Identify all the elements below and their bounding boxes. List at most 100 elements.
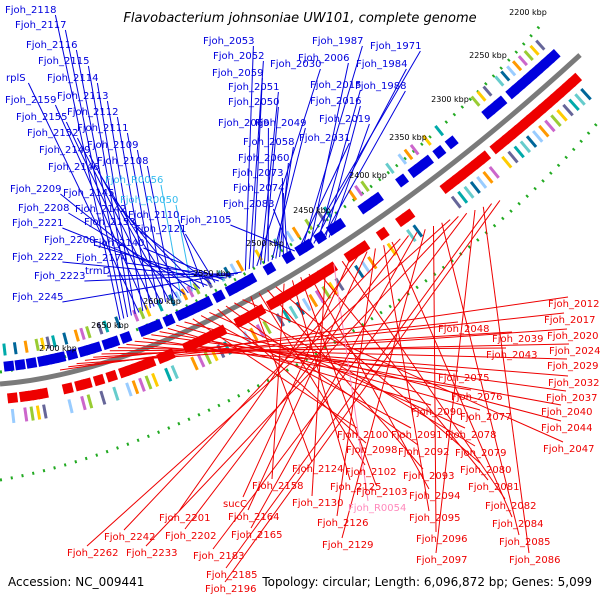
forward-annotation-block	[285, 230, 295, 243]
reverse-gene-label: Fjoh_2183	[193, 551, 244, 562]
forward-annotation-block	[96, 322, 104, 335]
forward-gene-label: Fjoh_2209	[10, 184, 61, 195]
forward-gene-label: Fjoh_2053	[203, 36, 254, 47]
forward-annotation-block	[506, 65, 517, 77]
reverse-leader-line	[482, 206, 530, 554]
reverse-gene-label: Fjoh_2097	[416, 555, 467, 566]
reverse-annotation-block	[35, 405, 42, 420]
forward-gene-label: trmD	[85, 266, 111, 277]
forward-leader-line	[282, 192, 288, 255]
reverse-gene-label: Fjoh_2129	[322, 540, 373, 551]
forward-feature-block	[25, 357, 38, 369]
reverse-gene-label: Fjoh_2103	[356, 487, 407, 498]
forward-feature-block	[493, 95, 508, 110]
reverse-annotation-block	[406, 229, 417, 243]
forward-feature-block	[54, 351, 67, 364]
reverse-feature-block	[7, 392, 19, 404]
forward-annotation-block	[523, 49, 534, 61]
reverse-gene-label: Fjoh_2196	[205, 584, 256, 595]
reverse-annotation-block	[334, 277, 345, 291]
reverse-gene-label: Fjoh_2092	[398, 447, 449, 458]
forward-gene-label: Fjoh_2113	[57, 91, 108, 102]
forward-gene-label: Fjoh_2142	[75, 204, 126, 215]
genome-backbone	[0, 53, 582, 387]
reverse-annotation-block	[386, 242, 398, 256]
forward-gene-label: Fjoh_2155	[16, 112, 67, 123]
forward-annotation-block	[347, 189, 358, 201]
forward-feature-block	[395, 173, 410, 188]
reverse-gene-label: Fjoh_2202	[165, 531, 216, 542]
forward-annotation-block	[304, 218, 314, 231]
forward-annotation-block	[494, 75, 505, 87]
reverse-annotation-block	[86, 394, 94, 409]
reverse-annotation-block	[482, 170, 494, 184]
forward-feature-block	[444, 135, 459, 150]
reverse-gene-label: Fjoh_2076	[451, 392, 502, 403]
reverse-leader-line	[184, 321, 562, 422]
forward-leader-line	[230, 224, 295, 252]
forward-annotation-block	[511, 60, 523, 72]
forward-gene-label: Fjoh_R0056	[105, 175, 163, 186]
forward-annotation-block	[186, 285, 195, 298]
reverse-gene-label: Fjoh_2086	[509, 555, 560, 566]
reverse-gene-label: Fjoh_2100	[337, 430, 388, 441]
reverse-leader-line	[250, 232, 418, 529]
forward-annotation-block	[34, 338, 40, 351]
reverse-gene-label: Fjoh_2043	[486, 350, 537, 361]
forward-feature-block	[313, 230, 328, 245]
forward-gene-label: Fjoh_2121	[135, 224, 186, 235]
forward-annotation-block	[23, 340, 29, 353]
reverse-leader-line	[341, 260, 506, 500]
forward-gene-labels: Fjoh_2118 Fjoh_2117 Fjoh_2116 Fjoh_2115 Fjoh…	[5, 5, 421, 303]
forward-annotation-block	[409, 144, 420, 156]
reverse-leader-line	[271, 283, 285, 480]
reverse-leader-line	[433, 225, 437, 533]
forward-annotation-block	[102, 320, 110, 333]
reverse-annotation-block	[321, 285, 332, 300]
kbp-scale: 2200 kbp 2250 kbp 2300 kbp 2350 kbp 2400 kbp…	[39, 8, 547, 353]
reverse-annotation-block	[544, 119, 556, 133]
forward-feature-block	[14, 359, 26, 371]
forward-leader-line	[328, 123, 370, 238]
forward-gene-label: Fjoh_2049	[255, 118, 306, 129]
forward-leader-line	[301, 45, 363, 249]
forward-leader-line	[244, 45, 254, 271]
forward-gene-label: Fjoh_2016	[310, 96, 361, 107]
kbp-tick-label: 2700 kbp	[39, 344, 77, 353]
forward-gene-label: Fjoh_2050	[228, 97, 279, 108]
leader-lines	[27, 14, 570, 583]
forward-gene-label: Fjoh_2030	[270, 59, 321, 70]
forward-leader-line	[252, 77, 263, 268]
kbp-tick-label: 2400 kbp	[349, 171, 387, 180]
forward-gene-label: Fjoh_2019	[319, 114, 370, 125]
forward-annotation-block	[235, 259, 245, 272]
forward-feature-block	[65, 348, 79, 361]
kbp-tick-label: 2250 kbp	[469, 51, 507, 60]
reverse-gene-label: Fjoh_2124	[292, 464, 343, 475]
forward-leader-line	[27, 82, 140, 313]
forward-annotation-block	[168, 294, 176, 307]
reverse-gene-label: Fjoh_2024	[549, 346, 600, 357]
forward-gene-label: Fjoh_2112	[67, 107, 118, 118]
forward-leader-line	[76, 137, 163, 304]
reverse-annotation-block	[354, 264, 365, 279]
forward-gene-label: Fjoh_2118	[5, 5, 56, 16]
reverse-gene-label: Fjoh_2093	[403, 471, 454, 482]
forward-gene-label: Fjoh_2111	[77, 123, 128, 134]
forward-annotation-block	[385, 162, 395, 175]
reverse-annotation-block	[507, 150, 519, 164]
reverse-gene-label: Fjoh_2098	[346, 445, 397, 456]
forward-annotation-block	[2, 343, 7, 356]
reverse-gene-label: Fjoh_2185	[206, 570, 257, 581]
kbp-tick-label: 2300 kbp	[431, 95, 469, 104]
reverse-annotation-block	[469, 180, 481, 194]
reverse-leader-line	[109, 347, 507, 352]
reverse-annotation-block	[131, 380, 140, 395]
reverse-leader-line	[242, 257, 351, 498]
forward-annotation-block	[470, 95, 481, 107]
forward-annotation-block	[174, 291, 183, 304]
reverse-gene-label: Fjoh_2125	[330, 482, 381, 493]
forward-gene-label: Fjoh_2105	[180, 215, 231, 226]
forward-leader-line	[64, 29, 125, 319]
reverse-leader-line	[225, 203, 493, 569]
